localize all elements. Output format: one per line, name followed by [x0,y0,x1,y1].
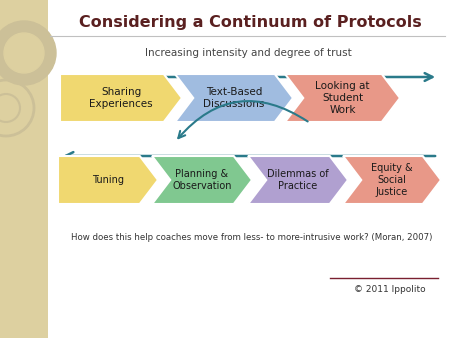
Polygon shape [248,156,348,204]
Text: Increasing intensity and degree of trust: Increasing intensity and degree of trust [144,48,351,58]
Text: Dilemmas of
Practice: Dilemmas of Practice [267,169,329,191]
Polygon shape [152,156,252,204]
Text: Sharing
Experiences: Sharing Experiences [89,87,153,109]
Text: How does this help coaches move from less- to more-intrusive work? (Moran, 2007): How does this help coaches move from les… [71,234,433,242]
Text: Looking at
Student
Work: Looking at Student Work [315,81,370,115]
Text: © 2011 Ippolito: © 2011 Ippolito [354,286,426,294]
Polygon shape [285,74,400,122]
Polygon shape [58,156,158,204]
Polygon shape [175,74,293,122]
Polygon shape [343,156,441,204]
Circle shape [4,33,44,73]
Polygon shape [60,74,182,122]
Text: Planning &
Observation: Planning & Observation [172,169,232,191]
Text: Tuning: Tuning [92,175,124,185]
Text: Text-Based
Discussions: Text-Based Discussions [203,87,265,109]
Circle shape [0,21,56,85]
Polygon shape [48,0,450,338]
Text: Equity &
Social
Justice: Equity & Social Justice [371,163,413,197]
Text: Considering a Continuum of Protocols: Considering a Continuum of Protocols [79,15,421,29]
Polygon shape [0,0,48,338]
FancyArrowPatch shape [178,101,308,138]
